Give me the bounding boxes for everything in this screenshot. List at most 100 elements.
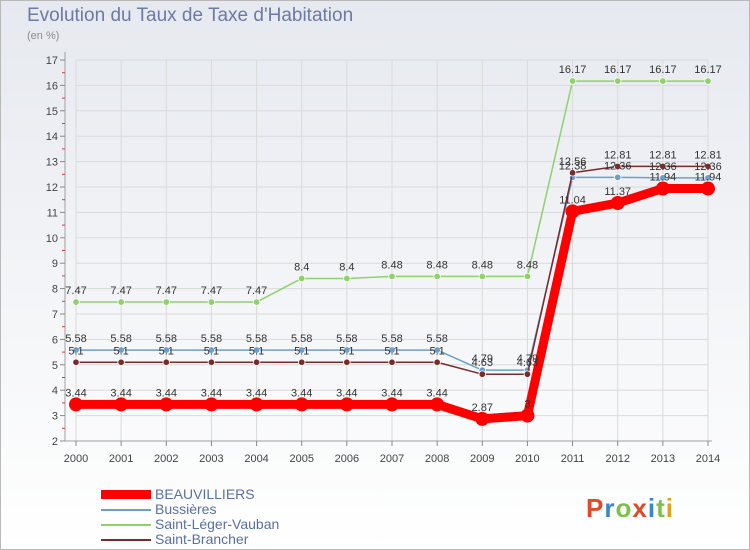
y-tick-label: 9 [52, 258, 58, 270]
legend-label: Saint-Léger-Vauban [155, 516, 280, 532]
data-point [385, 397, 399, 412]
data-label: 4.63 [472, 357, 493, 369]
data-point [388, 358, 396, 366]
y-tick-label: 5 [52, 360, 58, 372]
data-label: 16.17 [604, 64, 632, 76]
data-label: 4.79 [472, 353, 493, 365]
data-label: 3.44 [426, 387, 447, 399]
x-tick-label: 2014 [696, 453, 720, 465]
data-point [568, 169, 577, 177]
data-label: 3.44 [291, 387, 312, 399]
y-tick-label: 3 [52, 411, 58, 423]
legend-swatch [101, 509, 151, 511]
data-point [659, 77, 667, 85]
legend-swatch [101, 539, 151, 541]
data-point [478, 370, 486, 378]
logo-letter: x [632, 493, 648, 523]
data-label: 5.1 [429, 345, 444, 357]
logo-letter: P [586, 493, 605, 523]
data-label: 8.4 [294, 261, 309, 273]
data-label: 3.44 [201, 387, 222, 399]
data-label: 8.48 [381, 259, 402, 271]
y-tick-label: 6 [52, 334, 58, 346]
data-point [704, 77, 712, 85]
data-point [565, 204, 580, 219]
legend-label: Saint-Brancher [155, 531, 249, 547]
data-point [430, 397, 445, 412]
data-point [162, 358, 170, 366]
data-point [72, 346, 80, 354]
x-tick-label: 2007 [380, 453, 404, 465]
data-point [478, 272, 486, 281]
data-point [523, 370, 532, 378]
data-label: 7.47 [110, 285, 131, 297]
legend-label: BEAUVILLIERS [155, 486, 255, 502]
data-point [72, 358, 80, 366]
data-point [117, 298, 125, 306]
data-label: 5.58 [246, 333, 267, 345]
data-point [614, 77, 622, 85]
data-label: 3.44 [65, 387, 86, 399]
data-point [162, 346, 170, 354]
data-label: 12.81 [604, 149, 632, 161]
x-tick-label: 2013 [651, 453, 675, 465]
data-point [614, 162, 622, 171]
x-tick-label: 2008 [425, 453, 449, 465]
data-label: 5.58 [381, 333, 402, 345]
data-point [298, 274, 306, 283]
data-point [207, 358, 216, 366]
logo-letter: i [665, 493, 674, 523]
data-point [204, 397, 219, 412]
data-label: 5.58 [426, 333, 447, 345]
data-label: 3.44 [156, 387, 177, 399]
data-label: 16.17 [694, 64, 722, 76]
y-tick-label: 13 [46, 157, 58, 169]
data-point [614, 173, 622, 182]
data-point [298, 358, 306, 366]
data-point [343, 358, 351, 366]
data-label: 5.58 [156, 333, 177, 345]
x-tick-label: 2005 [289, 453, 313, 465]
logo-letter: o [615, 493, 633, 523]
x-tick-label: 2011 [561, 453, 585, 465]
data-point [294, 397, 309, 412]
proxiti-logo: Proxiti [586, 493, 674, 524]
data-point [610, 196, 625, 211]
data-label: 5.1 [249, 345, 264, 357]
data-point [343, 274, 351, 283]
data-point [433, 346, 441, 354]
data-label: 12.36 [604, 160, 632, 172]
data-label: 7.47 [65, 285, 86, 297]
legend-swatch [101, 490, 151, 499]
y-tick-label: 4 [52, 385, 58, 397]
data-label: 5.1 [339, 345, 354, 357]
data-point [252, 346, 261, 354]
data-point [659, 174, 667, 182]
data-point [114, 397, 129, 412]
x-tick-label: 2006 [335, 453, 359, 465]
y-tick-label: 7 [52, 309, 58, 321]
data-point [704, 162, 712, 171]
y-tick-label: 17 [46, 55, 58, 67]
data-label: 11.04 [559, 194, 586, 206]
data-label: 11.94 [695, 172, 722, 184]
chart-title: Evolution du Taux de Taxe d'Habitation [27, 5, 354, 26]
data-point [117, 358, 125, 366]
data-label: 8.4 [339, 261, 354, 273]
data-point [69, 397, 83, 412]
data-label: 7.47 [201, 285, 222, 297]
y-tick-label: 15 [46, 106, 58, 118]
data-label: 12.81 [694, 149, 722, 161]
data-point [704, 174, 712, 182]
x-tick-label: 2003 [199, 453, 223, 465]
data-label: 12.56 [559, 156, 587, 168]
data-label: 11.94 [649, 172, 676, 184]
y-tick-label: 8 [52, 284, 58, 296]
x-tick-label: 2001 [109, 453, 133, 465]
x-tick-label: 2002 [154, 453, 178, 465]
data-point [298, 346, 306, 354]
data-point [252, 298, 261, 306]
data-label: 5.1 [294, 345, 309, 357]
data-point [433, 358, 441, 366]
